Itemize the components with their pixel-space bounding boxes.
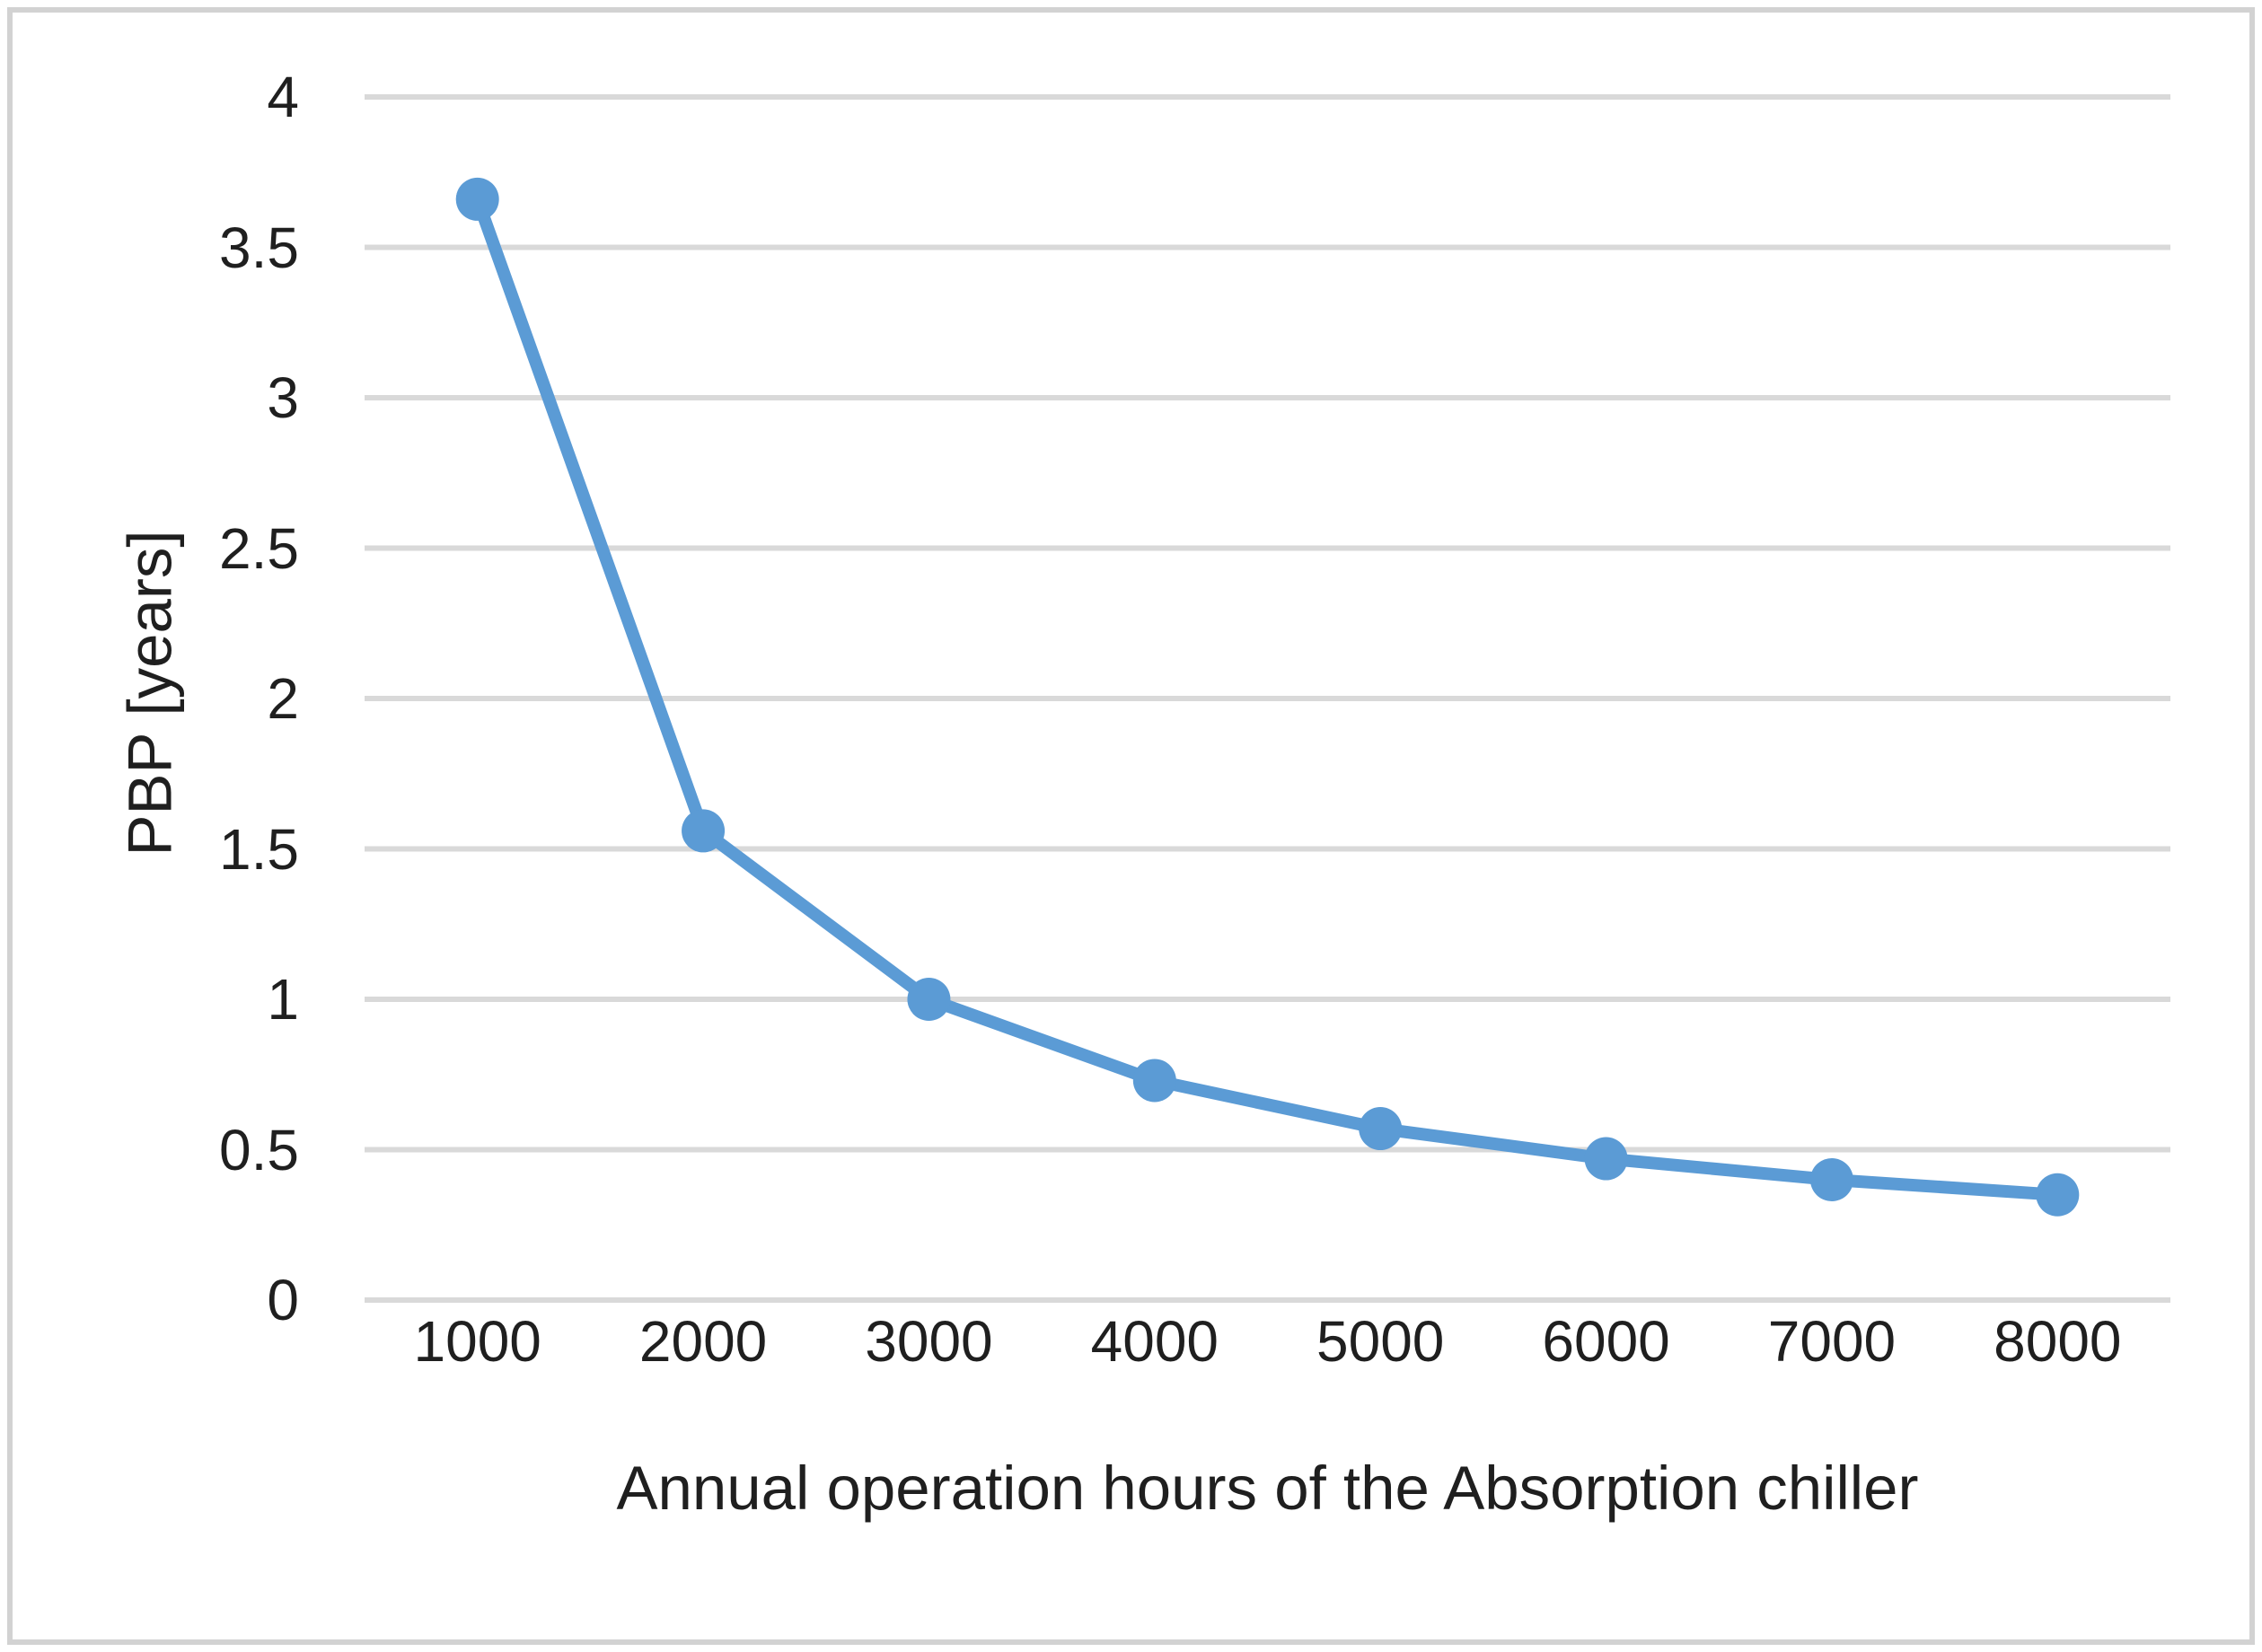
data-point-marker [1809,1158,1853,1201]
x-tick-label: 1000 [413,1309,541,1374]
data-point-marker [2036,1173,2080,1217]
chart-outer-border [7,7,2255,1645]
data-point-marker [1584,1137,1628,1181]
data-point-marker [682,809,726,853]
y-tick-label: 1 [267,967,299,1032]
x-axis-title: Annual operation hours of the Absorption… [616,1454,1919,1523]
y-axis-title: PBP [years] [115,530,185,857]
x-tick-label: 3000 [865,1309,993,1374]
data-point-marker [455,177,499,221]
series-line [471,192,2064,1201]
y-tick-label: 0.5 [219,1117,299,1182]
y-tick-label: 3.5 [219,215,299,280]
y-tick-label: 2 [267,666,299,731]
x-axis-tick-labels: 1000 2000 3000 4000 5000 6000 7000 8000 [365,1313,2170,1384]
x-tick-label: 4000 [1090,1309,1219,1374]
y-tick-label: 1.5 [219,816,299,882]
x-tick-label: 5000 [1316,1309,1445,1374]
x-tick-label: 7000 [1767,1309,1897,1374]
data-point-marker [1359,1107,1403,1151]
plot-area [365,94,2170,1303]
x-tick-label: 8000 [1994,1309,2122,1374]
y-axis-tick-labels: 0 0.5 1 1.5 2 2.5 3 3.5 4 [0,68,299,1329]
x-tick-label: 2000 [638,1309,768,1374]
y-tick-label: 3 [267,365,299,430]
y-tick-label: 4 [267,65,299,129]
data-point-marker [1132,1059,1176,1103]
chart-canvas [365,94,2170,1303]
y-tick-label: 0 [267,1268,299,1332]
y-tick-label: 2.5 [219,515,299,581]
x-tick-label: 6000 [1542,1309,1670,1374]
data-point-marker [907,978,951,1021]
